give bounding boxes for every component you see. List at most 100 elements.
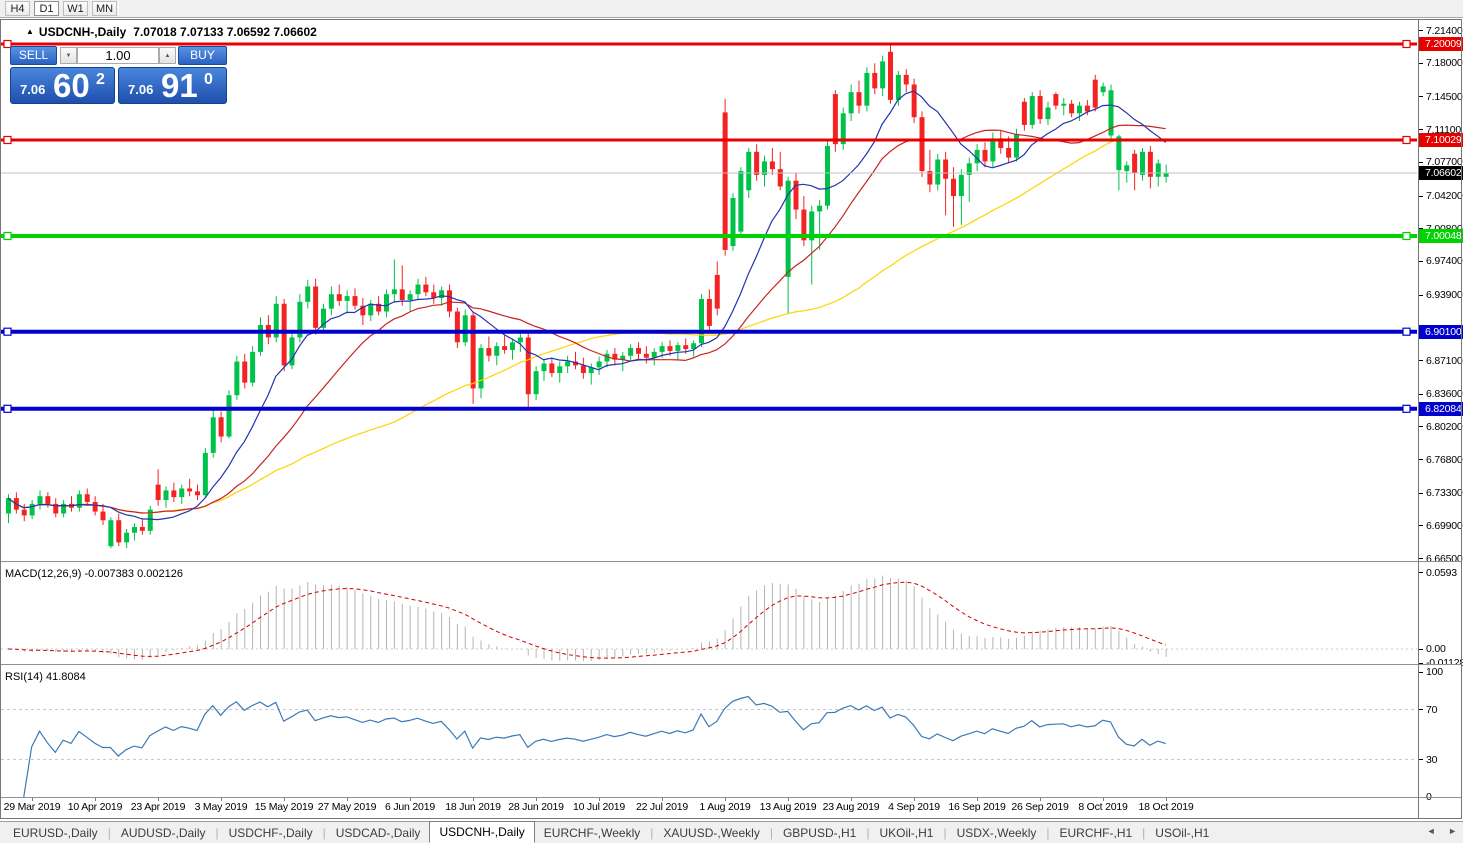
ma_fast-line <box>7 90 1166 521</box>
timeframe-button-w1[interactable]: W1 <box>63 1 88 16</box>
tick-dash <box>1419 525 1423 527</box>
candle-body <box>187 488 193 492</box>
level-handle[interactable] <box>3 327 12 336</box>
tab-usdx-weekly[interactable]: USDX-,Weekly <box>956 825 1037 840</box>
tick-dash <box>1419 62 1423 64</box>
tick-dash <box>1419 228 1423 230</box>
tab-eurusd-daily[interactable]: EURUSD-,Daily <box>13 825 98 840</box>
candle-body <box>699 298 704 344</box>
tick-dash <box>1419 572 1423 574</box>
level-handle[interactable] <box>1402 327 1411 336</box>
buy-button[interactable]: BUY <box>178 46 227 65</box>
tab-usdchf-daily[interactable]: USDCHF-,Daily <box>228 825 313 840</box>
rsi-indicator-chart[interactable] <box>1 666 1418 797</box>
candle-body <box>462 315 468 343</box>
date-label: 10 Apr 2019 <box>67 801 123 813</box>
candle-body <box>596 361 602 368</box>
tab-gbpusd-h1[interactable]: GBPUSD-,H1 <box>782 825 857 840</box>
volume-increase-icon[interactable]: ▲ <box>159 47 176 64</box>
candle-body <box>675 345 681 351</box>
candle-body <box>494 346 500 356</box>
price-axis[interactable]: 7.21400 7.18000 7.14500 7.11100 7.07700 7.042… <box>1419 18 1463 819</box>
candle-body <box>1061 103 1067 106</box>
candle-body <box>336 294 342 301</box>
candle-body <box>557 366 563 374</box>
date-tick <box>1040 798 1041 801</box>
buy-price-prefix: 7.06 <box>128 82 154 97</box>
volume-decrease-icon[interactable]: ▼ <box>60 47 77 64</box>
tab-usdcnh-daily[interactable]: USDCNH-,Daily <box>429 821 535 843</box>
tab-usdcad-daily[interactable]: USDCAD-,Daily <box>335 825 421 840</box>
collapse-panel-icon[interactable]: ▲ <box>26 27 34 36</box>
tab-separator: | <box>1142 826 1146 840</box>
tab-usoil-h1[interactable]: USOil-,H1 <box>1155 825 1210 840</box>
candle-body <box>163 490 169 501</box>
candle-body <box>360 305 366 316</box>
sell-button[interactable]: SELL <box>10 46 57 65</box>
tab-scroll-left-icon[interactable]: ◄ <box>1426 826 1436 836</box>
candle-body <box>1037 96 1043 120</box>
candle-body <box>1155 163 1161 177</box>
level-handle[interactable] <box>1402 231 1411 241</box>
date-label: 6 Jun 2019 <box>385 801 435 813</box>
date-label: 28 Jun 2019 <box>508 801 564 813</box>
candle-body <box>37 496 43 504</box>
macd-indicator-chart[interactable] <box>1 563 1418 664</box>
date-tick <box>1166 798 1167 801</box>
tick-dash <box>1419 558 1423 560</box>
level-handle[interactable] <box>1402 39 1411 49</box>
date-tick <box>977 798 978 801</box>
candle-body <box>691 343 697 350</box>
tab-xauusd-weekly[interactable]: XAUUSD-,Weekly <box>663 825 760 840</box>
candle-body <box>714 274 720 309</box>
candle-body <box>45 496 51 504</box>
tick-dash <box>1419 709 1423 710</box>
timeframe-button-mn[interactable]: MN <box>92 1 117 16</box>
volume-input[interactable]: 1.00 <box>77 47 159 64</box>
tick-dash <box>1419 161 1423 163</box>
candle-body <box>281 303 287 366</box>
price-tick: 6.66500 <box>1419 552 1463 565</box>
level-handle[interactable] <box>1402 135 1411 145</box>
one-click-trade-panel: SELL ▼ 1.00 ▲ BUY 7.06 60 2 7.06 91 0 <box>10 46 227 104</box>
candle-body <box>1092 79 1098 108</box>
macd-axis-label: -0.011289 <box>1419 657 1463 670</box>
candle-body <box>1069 103 1075 114</box>
candle-body <box>722 112 728 250</box>
macd-signal-line <box>7 581 1166 659</box>
level-handle[interactable] <box>3 135 12 145</box>
tab-audusd-daily[interactable]: AUDUSD-,Daily <box>120 825 206 840</box>
candle-body <box>998 138 1004 148</box>
candle-body <box>525 337 531 395</box>
price-tick: 6.80200 <box>1419 420 1463 433</box>
level-handle[interactable] <box>3 404 12 413</box>
price-badge: 6.90100 <box>1419 324 1463 339</box>
tick-dash <box>1419 195 1423 197</box>
panel-separator[interactable] <box>1 664 1461 665</box>
buy-quote-button[interactable]: 7.06 91 0 <box>118 67 227 104</box>
date-label: 1 Aug 2019 <box>699 801 751 813</box>
level-handle[interactable] <box>3 231 12 241</box>
tab-eurchf-h1[interactable]: EURCHF-,H1 <box>1059 825 1133 840</box>
timeframe-button-h4[interactable]: H4 <box>5 1 30 16</box>
date-label: 3 May 2019 <box>194 801 248 813</box>
candle-body <box>234 361 240 396</box>
tab-eurchf-weekly[interactable]: EURCHF-,Weekly <box>543 825 641 840</box>
price-tick: 6.73300 <box>1419 487 1463 500</box>
candle-body <box>982 149 988 162</box>
timeframe-button-d1[interactable]: D1 <box>34 1 59 16</box>
level-handle[interactable] <box>3 39 12 49</box>
tab-scroll-arrows: ◄ ► <box>1417 826 1457 836</box>
price-badge: 7.06602 <box>1419 165 1463 180</box>
date-label: 15 May 2019 <box>254 801 314 813</box>
panel-separator[interactable] <box>1 561 1461 562</box>
tab-ukoil-h1[interactable]: UKOil-,H1 <box>879 825 934 840</box>
candle-body <box>407 294 413 300</box>
tab-separator: | <box>769 826 773 840</box>
tick-dash <box>1419 759 1423 760</box>
level-handle[interactable] <box>1402 404 1411 413</box>
candle-body <box>864 72 870 106</box>
main-price-chart[interactable] <box>1 20 1418 561</box>
tab-scroll-right-icon[interactable]: ► <box>1448 826 1457 836</box>
sell-quote-button[interactable]: 7.06 60 2 <box>10 67 115 104</box>
